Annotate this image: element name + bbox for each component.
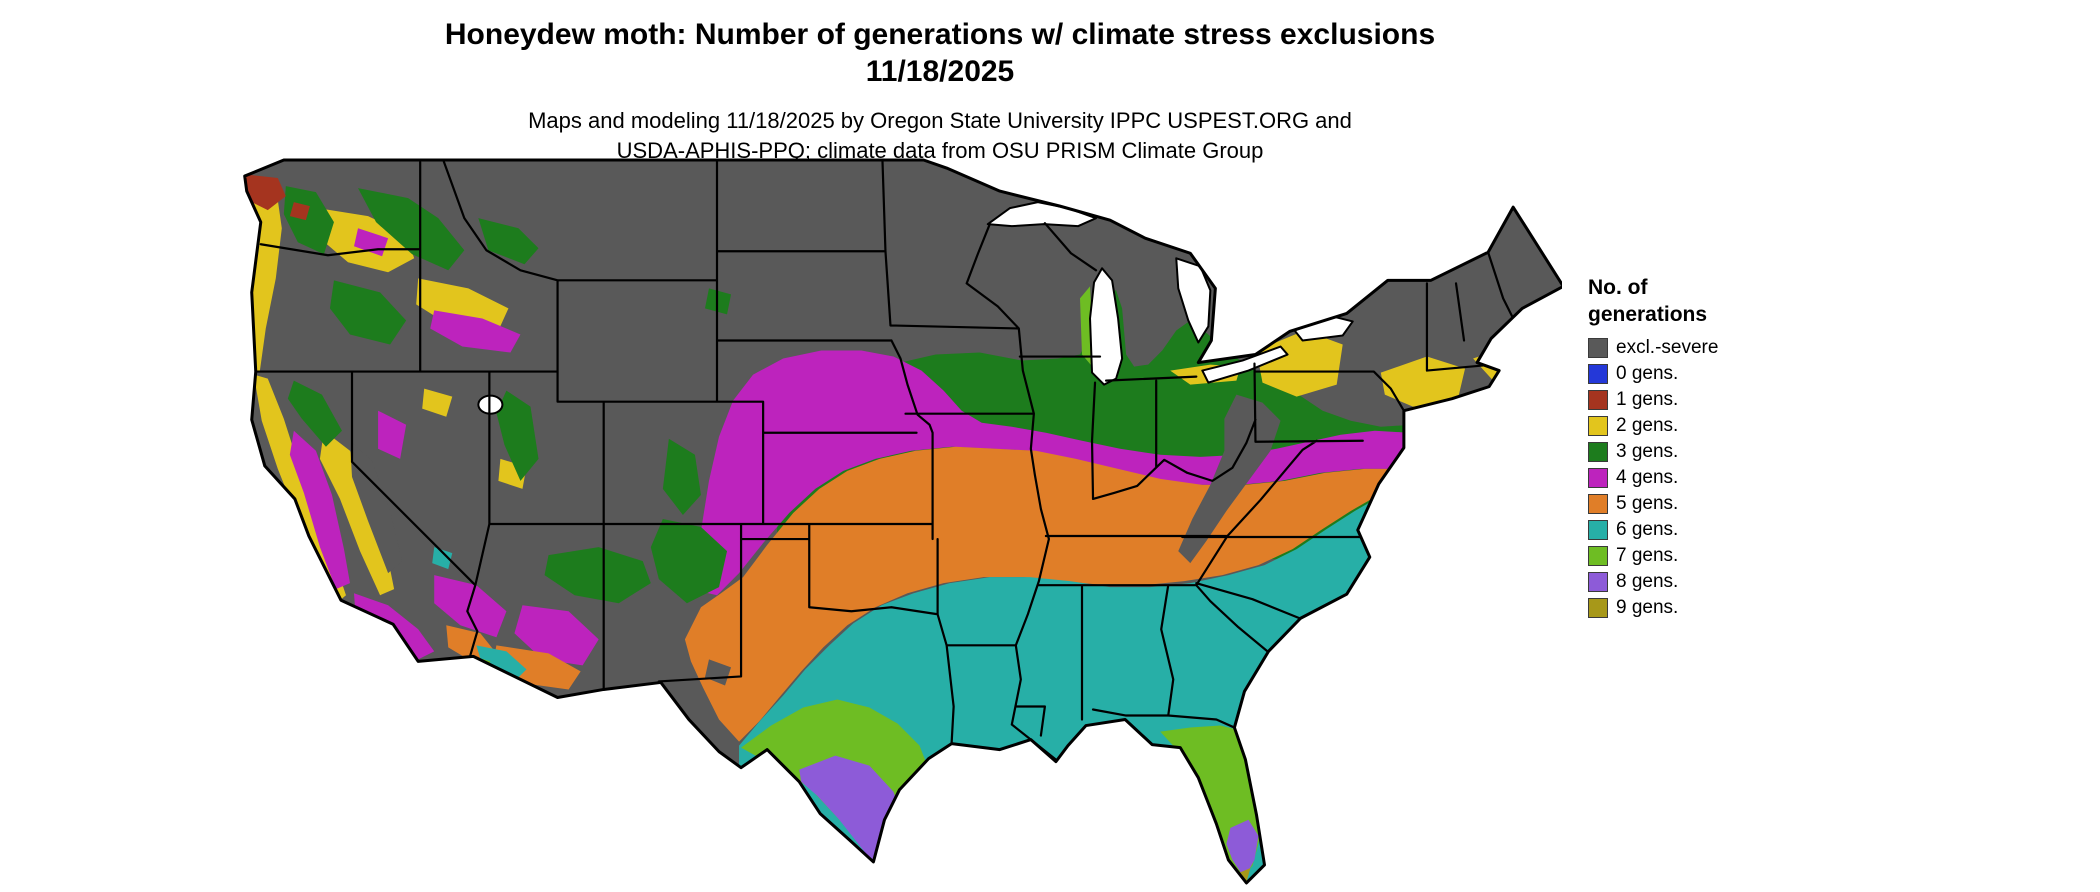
legend-item: 0 gens. xyxy=(1588,363,1828,384)
legend-swatch xyxy=(1588,441,1608,462)
legend-item: 1 gens. xyxy=(1588,389,1828,410)
legend-item: 7 gens. xyxy=(1588,545,1828,566)
legend-item-label: 9 gens. xyxy=(1616,596,1679,618)
legend-item-label: 7 gens. xyxy=(1616,544,1679,566)
legend-item: 5 gens. xyxy=(1588,493,1828,514)
page-title-line1: Honeydew moth: Number of generations w/ … xyxy=(444,18,1436,51)
map-patches-gen-3-west xyxy=(283,186,732,604)
legend-item-label: 6 gens. xyxy=(1616,518,1679,540)
legend-item: 8 gens. xyxy=(1588,571,1828,592)
map-patches-gen-4-west xyxy=(289,228,599,666)
map-region-gen-5 xyxy=(684,446,1406,742)
page-title-line2: 11/18/2025 xyxy=(865,55,1015,88)
legend-swatch xyxy=(1588,363,1608,384)
legend-swatch xyxy=(1588,415,1608,436)
legend-swatch xyxy=(1588,545,1608,566)
legend-item-label: 5 gens. xyxy=(1616,492,1679,514)
legend-item-label: 2 gens. xyxy=(1616,414,1679,436)
legend-item: 2 gens. xyxy=(1588,415,1828,436)
legend-item: 3 gens. xyxy=(1588,441,1828,462)
legend-items: excl.-severe 0 gens. 1 gens. 2 gens. 3 gens.… xyxy=(1588,337,1828,618)
legend-title-line2: generations xyxy=(1588,303,1708,326)
map-region-gen-8-florida xyxy=(1226,819,1259,878)
subtitle-line1: Maps and modeling 11/18/2025 by Oregon S… xyxy=(528,108,1352,133)
state-borders xyxy=(252,160,1515,761)
subtitle-block: Maps and modeling 11/18/2025 by Oregon S… xyxy=(0,106,1880,166)
legend-item: 6 gens. xyxy=(1588,519,1828,540)
legend-item-label: 1 gens. xyxy=(1616,388,1679,410)
map-region-gen-9 xyxy=(875,859,1251,882)
legend-item-label: 3 gens. xyxy=(1616,440,1679,462)
map-patches-gen-2 xyxy=(244,178,1518,606)
us-outline xyxy=(243,158,1562,885)
legend: No. of generations excl.-severe 0 gens. 1 … xyxy=(1588,274,1828,618)
legend-swatch xyxy=(1588,519,1608,540)
legend-swatch xyxy=(1588,389,1608,410)
lake-superior xyxy=(986,201,1098,228)
us-generations-map xyxy=(243,158,1562,885)
legend-item: 4 gens. xyxy=(1588,467,1828,488)
map-patches-gen-6-southwest xyxy=(432,547,527,684)
legend-item-label: excl.-severe xyxy=(1616,336,1719,358)
title-block: Honeydew moth: Number of generations w/ … xyxy=(0,16,1880,166)
lake-erie xyxy=(1201,345,1289,384)
legend-item-label: 4 gens. xyxy=(1616,466,1679,488)
map-patches-gen-5-southwest xyxy=(446,625,581,690)
legend-swatch xyxy=(1588,467,1608,488)
legend-swatch xyxy=(1588,597,1608,618)
legend-item: excl.-severe xyxy=(1588,337,1828,358)
legend-item-label: 0 gens. xyxy=(1616,362,1679,384)
legend-swatch xyxy=(1588,571,1608,592)
legend-swatch xyxy=(1588,337,1608,358)
legend-item: 9 gens. xyxy=(1588,597,1828,618)
map-region-gen-4 xyxy=(690,350,1492,596)
legend-swatch xyxy=(1588,493,1608,514)
legend-item-label: 8 gens. xyxy=(1616,570,1679,592)
map-patches-gen-1-northwest xyxy=(244,174,310,221)
legend-title-line1: No. of xyxy=(1588,276,1648,299)
